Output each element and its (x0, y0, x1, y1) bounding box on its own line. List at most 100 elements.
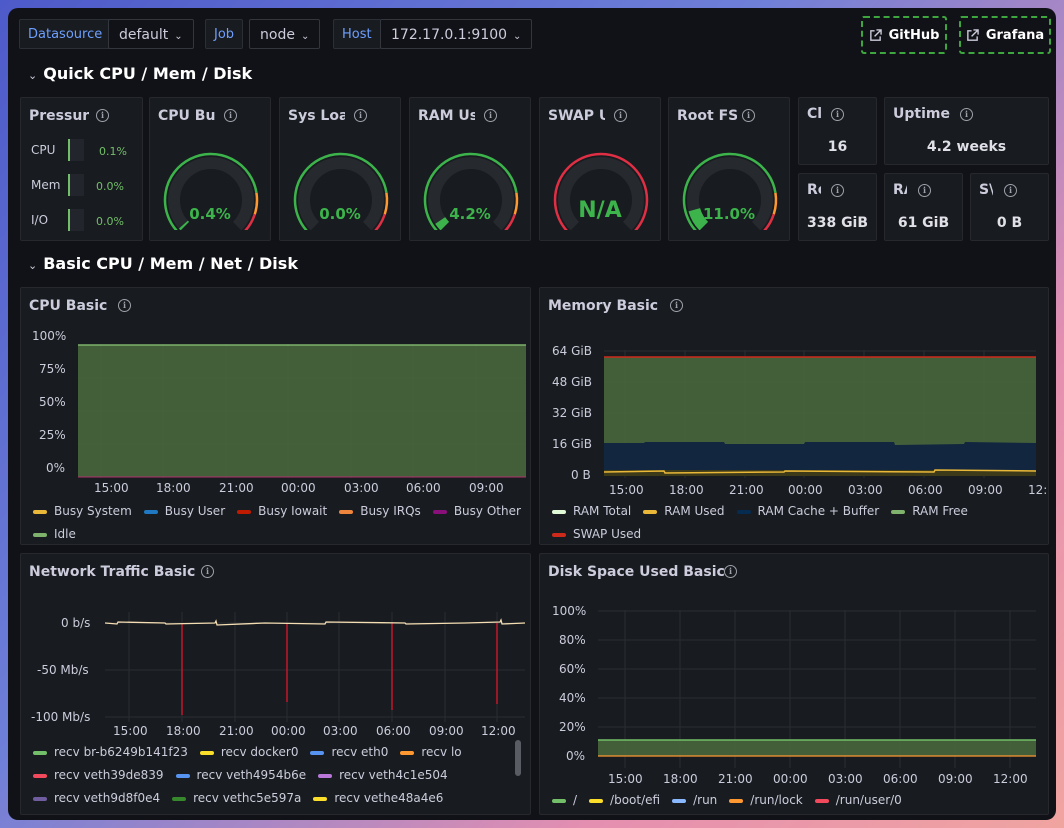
y-tick: 48 GiB (552, 375, 592, 389)
info-icon[interactable]: i (960, 108, 973, 121)
host-select[interactable]: 172.17.0.1:9100 ⌄ (380, 19, 533, 49)
info-icon[interactable]: i (118, 299, 131, 312)
legend-item[interactable]: Idle (33, 527, 76, 541)
legend-item[interactable]: RAM Free (891, 504, 968, 518)
legend-item[interactable]: /run (672, 793, 717, 807)
info-icon[interactable]: i (201, 565, 214, 578)
y-tick: 40% (559, 691, 586, 705)
legend-item[interactable]: recv vethc5e597a (172, 791, 301, 805)
legend-swatch (33, 773, 47, 778)
info-icon[interactable]: i (1004, 184, 1017, 197)
gauge-threshold-ring (374, 213, 386, 230)
legend-item[interactable]: RAM Used (643, 504, 725, 518)
row-toggle-basic[interactable]: ⌄ Basic CPU / Mem / Net / Disk (28, 254, 298, 273)
recv-line (105, 618, 525, 626)
x-tick: 03:00 (828, 772, 863, 786)
y-tick: 80% (559, 633, 586, 647)
legend: recv veth9d8f0e4 recv vethc5e597a recv vet… (33, 791, 455, 805)
job-select[interactable]: node ⌄ (249, 19, 321, 49)
gauge-sys-load (293, 152, 389, 230)
gauge-panel-root-fs: Root FS i 11.0% (668, 97, 790, 241)
y-tick: 16 GiB (552, 437, 592, 451)
x-tick: 18:00 (663, 772, 698, 786)
pressure-cpu-label: CPU (31, 143, 56, 157)
info-icon[interactable]: i (831, 108, 844, 121)
stat-panel-rootfs-total: Ro i 338 GiB (798, 173, 877, 241)
y-tick: -100 Mb/s (31, 710, 91, 724)
pressure-cpu-bar (68, 139, 84, 161)
grafana-window: Datasource default ⌄ Job node ⌄ Host 172.1… (8, 8, 1056, 820)
datasource-select[interactable]: default ⌄ (108, 19, 194, 49)
legend-item[interactable]: Busy User (143, 504, 225, 518)
stat-title: Cl (807, 106, 821, 122)
legend-swatch (891, 509, 906, 514)
legend-item[interactable]: RAM Total (552, 504, 631, 518)
legend-scrollbar[interactable] (515, 740, 521, 776)
legend-item[interactable]: recv veth9d8f0e4 (33, 791, 160, 805)
info-icon[interactable]: i (96, 109, 109, 122)
legend-item[interactable]: Busy IRQs (339, 504, 421, 518)
legend-item[interactable]: / (552, 793, 577, 807)
info-icon[interactable]: i (742, 109, 755, 122)
memory-basic-panel: Memory Basic i 64 GiB 48 GiB 32 GiB 16 G… (539, 287, 1049, 545)
legend-swatch (552, 532, 566, 537)
legend-item[interactable]: recv docker0 (199, 745, 298, 759)
legend-label: recv veth9d8f0e4 (54, 791, 161, 805)
info-icon[interactable]: i (484, 109, 497, 122)
panel-title: Network Traffic Basic (29, 564, 196, 580)
legend-swatch (237, 509, 252, 514)
info-icon[interactable]: i (670, 299, 683, 312)
info-icon[interactable]: i (724, 565, 737, 578)
legend-item[interactable]: Busy Iowait (237, 504, 327, 518)
legend-item[interactable]: recv eth0 (310, 745, 388, 759)
legend-item[interactable]: Busy Other (432, 504, 521, 518)
recv-spikes (181, 623, 498, 715)
x-tick: 18:00 (156, 481, 191, 495)
x-tick: 06:00 (406, 481, 441, 495)
y-tick: 75% (39, 362, 66, 376)
info-icon[interactable]: i (831, 184, 844, 197)
x-tick: 21:00 (729, 483, 764, 497)
legend-item[interactable]: recv veth4954b6e (175, 768, 306, 782)
legend-label: Busy Other (453, 504, 521, 518)
legend-item[interactable]: /run/lock (729, 793, 803, 807)
legend-swatch (33, 532, 47, 537)
y-tick: 64 GiB (552, 344, 592, 358)
legend-swatch (589, 798, 604, 803)
legend-label: /boot/efi (610, 793, 661, 807)
legend-label: recv vethc5e597a (193, 791, 302, 805)
stat-value: 4.2 weeks (926, 139, 1007, 155)
legend-item[interactable]: recv br-b6249b141f23 (33, 745, 188, 759)
y-tick: 50% (39, 395, 66, 409)
legend-item[interactable]: RAM Cache + Buffer (736, 504, 879, 518)
legend-item[interactable]: recv veth4c1e504 (318, 768, 448, 782)
legend-swatch (814, 798, 829, 803)
legend-item[interactable]: /run/user/0 (814, 793, 902, 807)
legend-item[interactable]: recv veth39de839 (33, 768, 164, 782)
legend-swatch (643, 509, 658, 514)
info-icon[interactable]: i (614, 109, 627, 122)
github-link-button[interactable]: GitHub (861, 16, 947, 54)
legend-item[interactable]: recv lo (400, 745, 462, 759)
datasource-label: Datasource (19, 19, 112, 49)
panel-title: CPU Basic (29, 298, 108, 314)
gauge-fill (178, 220, 190, 230)
info-icon[interactable]: i (224, 109, 237, 122)
legend-label: Busy Iowait (258, 504, 328, 518)
info-icon[interactable]: i (918, 184, 931, 197)
gauge-title: Root FS (677, 108, 737, 124)
gauge-threshold-ring (553, 152, 649, 230)
legend-item[interactable]: recv vethe48a4e6 (313, 791, 443, 805)
gauge-threshold-ring (383, 192, 389, 215)
y-tick: -50 Mb/s (37, 663, 89, 677)
gauge-track (428, 157, 514, 230)
legend-item[interactable]: Busy System (33, 504, 132, 518)
row-toggle-quick[interactable]: ⌄ Quick CPU / Mem / Disk (28, 64, 252, 83)
legend-swatch (672, 798, 687, 803)
x-tick: 12:00 (1028, 483, 1048, 497)
legend-item[interactable]: /boot/efi (589, 793, 660, 807)
grafana-link-button[interactable]: Grafana (959, 16, 1051, 54)
legend-item[interactable]: SWAP Used (552, 527, 641, 541)
stat-panel-cpu-cores: Cl i 16 (798, 97, 877, 165)
info-icon[interactable]: i (354, 109, 367, 122)
